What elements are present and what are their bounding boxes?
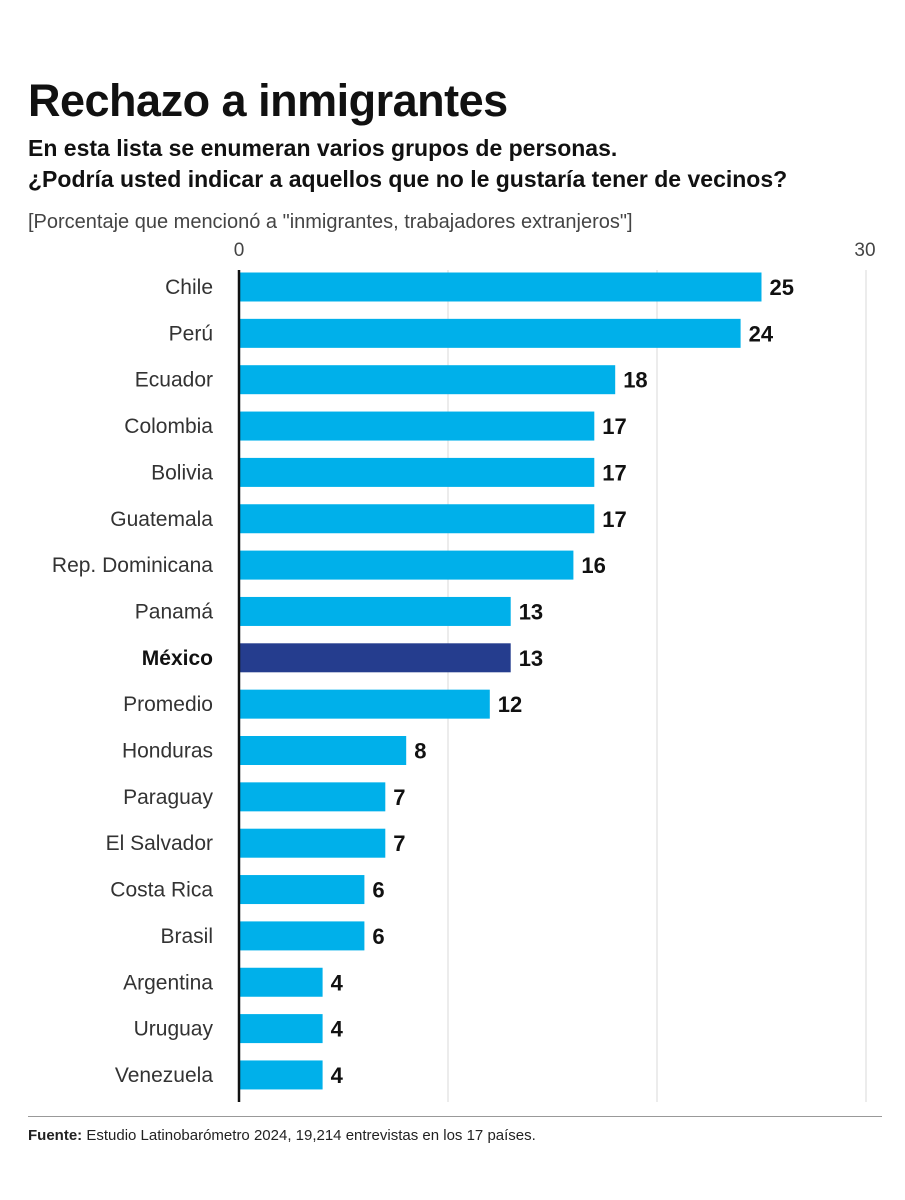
x-tick-label: 30 bbox=[854, 240, 875, 261]
value-label: 4 bbox=[331, 1017, 344, 1042]
category-label: El Salvador bbox=[106, 832, 213, 855]
bar bbox=[239, 828, 386, 858]
category-label: Chile bbox=[165, 276, 213, 299]
source-label: Fuente: bbox=[28, 1127, 83, 1144]
bar bbox=[239, 1014, 323, 1044]
bar bbox=[239, 596, 511, 626]
bar bbox=[239, 365, 616, 395]
bar bbox=[239, 782, 386, 812]
value-label: 6 bbox=[372, 924, 384, 949]
bar bbox=[239, 921, 365, 951]
value-label: 12 bbox=[498, 692, 522, 717]
category-label: Costa Rica bbox=[110, 879, 213, 902]
chart-note: [Porcentaje que mencionó a "inmigrantes,… bbox=[28, 211, 633, 233]
category-label: Argentina bbox=[123, 971, 213, 994]
value-label: 13 bbox=[519, 599, 543, 624]
subtitle-line-1: En esta lista se enumeran varios grupos … bbox=[28, 135, 618, 161]
chart-subtitle: En esta lista se enumeran varios grupos … bbox=[28, 133, 888, 195]
value-label: 8 bbox=[414, 739, 426, 764]
source-text: Estudio Latinobarómetro 2024, 19,214 ent… bbox=[86, 1127, 536, 1144]
bar bbox=[239, 1060, 323, 1090]
bar bbox=[239, 457, 595, 487]
source-note: Fuente: Estudio Latinobarómetro 2024, 19… bbox=[28, 1127, 536, 1144]
bar bbox=[239, 967, 323, 997]
value-label: 24 bbox=[749, 321, 774, 346]
x-tick-label: 0 bbox=[234, 240, 245, 261]
category-label: Honduras bbox=[122, 740, 213, 763]
category-label: Rep. Dominicana bbox=[52, 554, 213, 577]
bar bbox=[239, 875, 365, 905]
value-label: 7 bbox=[393, 831, 405, 856]
bar bbox=[239, 272, 762, 302]
category-label: Bolivia bbox=[151, 461, 213, 484]
category-label: Perú bbox=[169, 322, 213, 345]
category-label: Paraguay bbox=[123, 786, 213, 809]
value-label: 17 bbox=[602, 460, 626, 485]
category-label: Guatemala bbox=[110, 508, 213, 531]
bar bbox=[239, 689, 490, 719]
bar bbox=[239, 411, 595, 441]
category-label: Ecuador bbox=[135, 369, 213, 392]
bar bbox=[239, 550, 574, 580]
bar bbox=[239, 318, 741, 348]
category-label: Brasil bbox=[160, 925, 213, 948]
category-label: Promedio bbox=[123, 693, 213, 716]
category-label: Panamá bbox=[135, 600, 214, 623]
value-label: 4 bbox=[331, 1063, 344, 1088]
value-label: 13 bbox=[519, 646, 543, 671]
value-label: 25 bbox=[770, 275, 794, 300]
bar bbox=[239, 736, 407, 765]
category-label: Uruguay bbox=[134, 1018, 214, 1041]
bar bbox=[239, 643, 511, 673]
bar bbox=[239, 504, 595, 534]
category-label: Venezuela bbox=[115, 1064, 213, 1087]
category-label: Colombia bbox=[124, 415, 213, 438]
value-label: 7 bbox=[393, 785, 405, 810]
value-label: 18 bbox=[623, 368, 647, 393]
value-label: 17 bbox=[602, 414, 626, 439]
footer-divider bbox=[28, 1116, 882, 1117]
bar-chart: 0 30 Chile 25 Perú 24 Ecuador 18 Colombia 17 Boliv… bbox=[52, 240, 876, 1102]
value-label: 16 bbox=[581, 553, 605, 578]
value-label: 6 bbox=[372, 878, 384, 903]
chart-title: Rechazo a inmigrantes bbox=[28, 75, 508, 126]
value-label: 17 bbox=[602, 507, 626, 532]
value-label: 4 bbox=[331, 970, 344, 995]
category-label: México bbox=[142, 647, 213, 670]
subtitle-line-2: ¿Podría usted indicar a aquellos que no … bbox=[28, 166, 788, 192]
